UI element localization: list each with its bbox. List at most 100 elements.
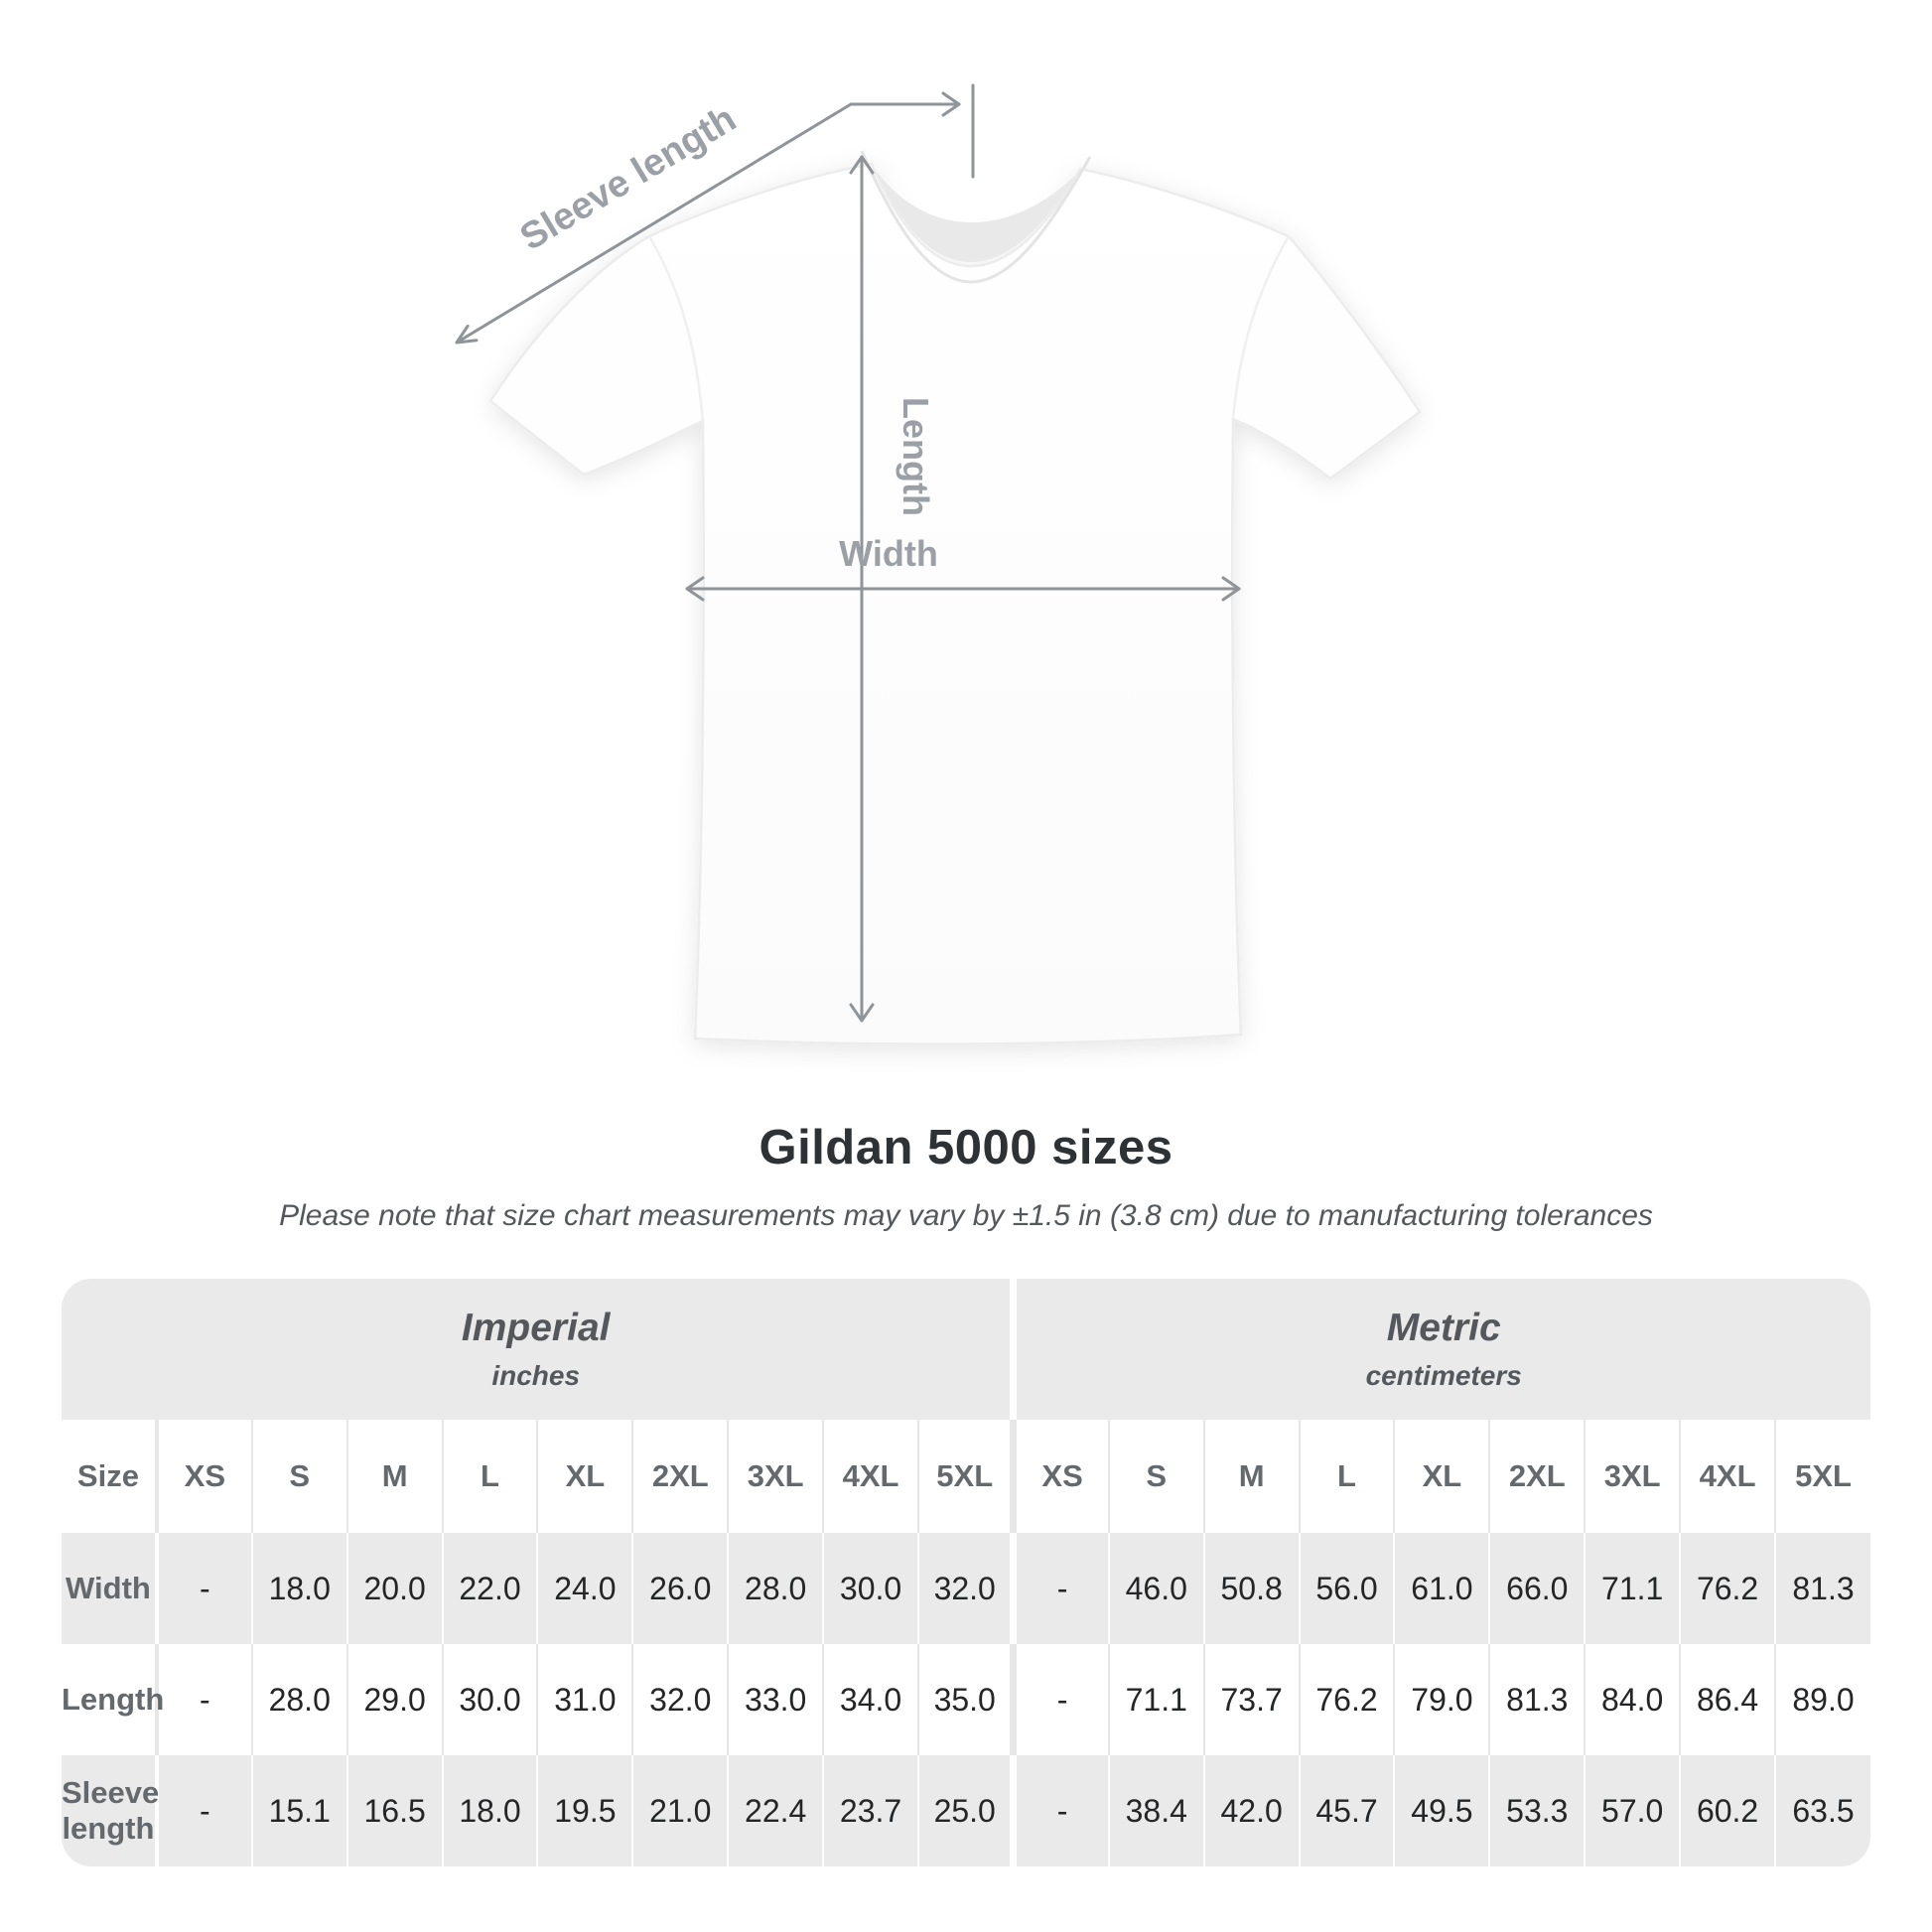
value-cell-metric: 86.4 (1679, 1644, 1776, 1755)
value-cell-metric: 53.3 (1488, 1755, 1586, 1866)
imperial-label: Imperial (461, 1307, 611, 1349)
value-cell-metric: - (1010, 1644, 1109, 1755)
length-label: Length (896, 397, 936, 516)
value-cell-imperial: 30.0 (441, 1644, 538, 1755)
value-cell-metric: 89.0 (1774, 1644, 1870, 1755)
size-header-imperial-2xl: 2XL (631, 1420, 729, 1533)
value-cell-metric: 50.8 (1202, 1533, 1300, 1644)
value-cell-imperial: 22.4 (727, 1755, 824, 1866)
unit-header-row: Imperial inches Metric centimeters (62, 1279, 1870, 1420)
row-label: Length (62, 1644, 164, 1755)
tshirt-measurement-diagram: Sleeve length Length Width (455, 83, 1422, 1045)
value-cell-imperial: 16.5 (345, 1755, 443, 1866)
measurement-row: Width -18.0 20.0 22.0 24.0 26.0 28.0 30.0 32.0-4… (62, 1533, 1870, 1644)
tolerance-note: Please note that size chart measurements… (279, 1199, 1653, 1232)
size-header-metric-l: L (1298, 1420, 1395, 1533)
value-cell-imperial: - (154, 1755, 252, 1866)
value-cell-imperial: - (154, 1644, 252, 1755)
page-title: Gildan 5000 sizes (759, 1121, 1173, 1174)
value-cell-metric: 60.2 (1679, 1755, 1776, 1866)
value-cell-metric: 66.0 (1488, 1533, 1586, 1644)
value-cell-metric: 71.1 (1584, 1533, 1681, 1644)
value-cell-imperial: 32.0 (917, 1533, 1014, 1644)
size-header-metric-xs: XS (1010, 1420, 1109, 1533)
row-label: Sleeve length (62, 1755, 159, 1866)
value-cell-metric: - (1010, 1533, 1109, 1644)
size-header-row: Size XS S M L XL 2XL 3XL 4XL 5XL XS S M L XL 2XL 3XL 4XL 5… (62, 1420, 1870, 1533)
value-cell-metric: 56.0 (1298, 1533, 1395, 1644)
size-header-imperial-3xl: 3XL (727, 1420, 824, 1533)
value-cell-metric: 57.0 (1584, 1755, 1681, 1866)
metric-sublabel: centimeters (1365, 1360, 1522, 1391)
size-header-imperial-m: M (345, 1420, 443, 1533)
collar-opening (876, 171, 1076, 262)
size-header-imperial-xl: XL (536, 1420, 633, 1533)
value-cell-imperial: 30.0 (822, 1533, 919, 1644)
imperial-band: Imperial inches (62, 1279, 1014, 1420)
value-cell-metric: 76.2 (1679, 1533, 1776, 1644)
size-header-imperial-s: S (250, 1420, 347, 1533)
value-cell-imperial: 28.0 (727, 1533, 824, 1644)
metric-label: Metric (1386, 1307, 1501, 1349)
imperial-sublabel: inches (491, 1360, 581, 1391)
value-cell-imperial: 29.0 (345, 1644, 443, 1755)
value-cell-imperial: 33.0 (727, 1644, 824, 1755)
value-cell-imperial: 15.1 (250, 1755, 347, 1866)
size-table-container: Imperial inches Metric centimeters Size X… (62, 1279, 1870, 1866)
value-cell-metric: 45.7 (1298, 1755, 1395, 1866)
value-cell-imperial: 35.0 (917, 1644, 1014, 1755)
size-header-metric-4xl: 4XL (1679, 1420, 1776, 1533)
measurement-row: Sleeve length -15.1 16.5 18.0 19.5 21.0 22.4 23… (62, 1755, 1870, 1866)
row-label: Width (62, 1533, 157, 1644)
value-cell-imperial: 22.0 (441, 1533, 538, 1644)
width-label: Width (839, 533, 938, 574)
value-cell-metric: 61.0 (1393, 1533, 1490, 1644)
value-cell-imperial: 20.0 (345, 1533, 443, 1644)
measurement-row: Length -28.0 29.0 30.0 31.0 32.0 33.0 34.0 35.0-… (62, 1644, 1870, 1755)
size-header-imperial-4xl: 4XL (822, 1420, 919, 1533)
value-cell-metric: 84.0 (1584, 1644, 1681, 1755)
value-cell-metric: 49.5 (1393, 1755, 1490, 1866)
size-header-metric-5xl: 5XL (1774, 1420, 1870, 1533)
value-cell-imperial: 18.0 (250, 1533, 347, 1644)
value-cell-metric: 76.2 (1298, 1644, 1395, 1755)
size-header-metric-xl: XL (1393, 1420, 1490, 1533)
value-cell-imperial: 19.5 (536, 1755, 633, 1866)
value-cell-metric: 38.4 (1107, 1755, 1204, 1866)
measurement-arrows (455, 83, 1241, 1023)
metric-band: Metric centimeters (1010, 1279, 1870, 1420)
value-cell-metric: 42.0 (1202, 1755, 1300, 1866)
value-cell-imperial: 24.0 (536, 1533, 633, 1644)
value-cell-imperial: 28.0 (250, 1644, 347, 1755)
value-cell-imperial: 34.0 (822, 1644, 919, 1755)
size-header-metric-3xl: 3XL (1584, 1420, 1681, 1533)
size-header-imperial-5xl: 5XL (917, 1420, 1014, 1533)
size-header-imperial-xs: XS (154, 1420, 252, 1533)
value-cell-metric: 81.3 (1774, 1533, 1870, 1644)
value-cell-imperial: 23.7 (822, 1755, 919, 1866)
value-cell-metric: 71.1 (1107, 1644, 1204, 1755)
value-cell-imperial: 18.0 (441, 1755, 538, 1866)
value-cell-imperial: - (154, 1533, 252, 1644)
value-cell-metric: 73.7 (1202, 1644, 1300, 1755)
value-cell-imperial: 31.0 (536, 1644, 633, 1755)
value-cell-imperial: 21.0 (631, 1755, 729, 1866)
value-cell-metric: 81.3 (1488, 1644, 1586, 1755)
sleeve-length-arrow (455, 102, 853, 345)
value-cell-imperial: 25.0 (917, 1755, 1014, 1866)
value-cell-metric: - (1010, 1755, 1109, 1866)
collar-band (860, 150, 1092, 284)
size-table: Imperial inches Metric centimeters Size X… (62, 1279, 1870, 1866)
value-cell-metric: 79.0 (1393, 1644, 1490, 1755)
size-column-header: Size (62, 1420, 157, 1533)
tshirt-graphic (488, 150, 1422, 1045)
size-header-imperial-l: L (441, 1420, 538, 1533)
size-header-metric-2xl: 2XL (1488, 1420, 1586, 1533)
value-cell-imperial: 32.0 (631, 1644, 729, 1755)
value-cell-imperial: 26.0 (631, 1533, 729, 1644)
value-cell-metric: 46.0 (1107, 1533, 1204, 1644)
size-header-metric-s: S (1107, 1420, 1204, 1533)
size-header-metric-m: M (1202, 1420, 1300, 1533)
value-cell-metric: 63.5 (1774, 1755, 1870, 1866)
